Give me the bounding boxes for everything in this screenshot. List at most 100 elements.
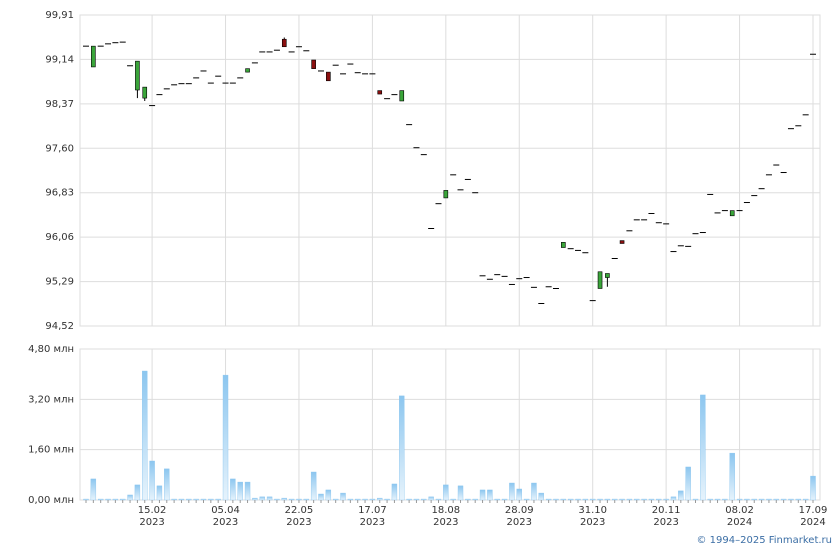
volume-bar bbox=[310, 471, 317, 501]
volume-bar bbox=[751, 498, 757, 501]
volume-bar bbox=[670, 496, 677, 501]
volume-bar bbox=[105, 498, 111, 501]
y-tick-label: 1,60 млн bbox=[28, 445, 74, 456]
volume-bar bbox=[604, 498, 611, 501]
volume-bar bbox=[457, 485, 464, 501]
volume-bar bbox=[634, 498, 640, 501]
volume-bar bbox=[663, 498, 669, 501]
volume-bar bbox=[340, 492, 346, 501]
volume-bar bbox=[722, 498, 728, 501]
volume-bar bbox=[252, 497, 258, 501]
volume-bar bbox=[795, 498, 802, 501]
candle-body bbox=[245, 68, 250, 73]
volume-bar bbox=[303, 498, 310, 501]
volume-bar bbox=[112, 498, 119, 501]
volume-bar bbox=[678, 490, 684, 501]
x-tick-label: 18.08 2023 bbox=[431, 505, 461, 528]
volume-bar bbox=[296, 498, 302, 501]
volume-bar bbox=[714, 498, 721, 501]
volume-bar bbox=[619, 498, 625, 501]
copyright: © 1994–2025 Finmarket.ru bbox=[696, 535, 832, 546]
x-tick-label: 28.09 2023 bbox=[504, 505, 534, 528]
volume-bar bbox=[773, 498, 779, 501]
candle-body bbox=[561, 242, 566, 248]
volume-bar bbox=[391, 483, 398, 501]
volume-bar bbox=[516, 488, 522, 501]
volume-bar bbox=[582, 498, 589, 501]
x-tick-label: 17.07 2023 bbox=[358, 505, 387, 528]
y-tick-label: 94,52 bbox=[45, 321, 74, 332]
volume-bar bbox=[597, 498, 603, 501]
volume-bar bbox=[656, 498, 662, 501]
volume-bar bbox=[758, 498, 765, 501]
volume-bar bbox=[142, 370, 148, 501]
volume-bar bbox=[545, 498, 552, 501]
volume-bar bbox=[259, 496, 265, 501]
y-tick-label: 96,06 bbox=[45, 232, 74, 243]
price-frame bbox=[79, 14, 821, 327]
volume-bar bbox=[97, 498, 104, 501]
y-tick-label: 0,00 млн bbox=[28, 495, 74, 506]
x-tick-label: 08.02 2024 bbox=[725, 505, 754, 528]
volume-bar bbox=[560, 498, 567, 501]
y-tick-label: 99,91 bbox=[45, 10, 74, 21]
volume-bar bbox=[575, 498, 581, 501]
volume-bar bbox=[435, 498, 442, 501]
candle-body bbox=[91, 45, 96, 68]
volume-bar bbox=[274, 498, 280, 501]
volume-bar bbox=[325, 489, 332, 501]
volume-bar bbox=[288, 498, 295, 501]
candle-body bbox=[326, 71, 331, 82]
volume-bar bbox=[318, 493, 324, 501]
volume-bar bbox=[369, 498, 376, 501]
volume-bar bbox=[171, 498, 177, 501]
candle-body bbox=[142, 86, 148, 99]
volume-bar bbox=[193, 498, 199, 501]
volume-bar bbox=[802, 498, 809, 501]
volume-bar bbox=[641, 498, 647, 501]
volume-bar bbox=[428, 496, 434, 501]
volume-bar bbox=[810, 475, 816, 501]
volume-bar bbox=[120, 498, 126, 501]
volume-bar bbox=[244, 481, 251, 501]
volume-bar bbox=[553, 498, 559, 501]
y-tick-label: 4,80 млн bbox=[28, 344, 74, 355]
volume-bar bbox=[479, 489, 486, 501]
volume-bar bbox=[729, 452, 735, 501]
volume-bar bbox=[377, 497, 383, 501]
volume-bar bbox=[589, 498, 596, 501]
volume-bar bbox=[766, 498, 772, 501]
volume-bar bbox=[465, 498, 471, 501]
candle-body bbox=[377, 90, 383, 95]
y-tick-label: 97,60 bbox=[45, 143, 74, 154]
volume-bar bbox=[443, 484, 449, 501]
volume-bar bbox=[281, 497, 287, 501]
volume-bar bbox=[127, 494, 133, 501]
candle-body bbox=[605, 273, 610, 278]
volume-bar bbox=[744, 498, 750, 501]
volume-bar bbox=[413, 498, 420, 501]
volume-bar bbox=[736, 498, 743, 501]
x-tick-label: 22.05 2023 bbox=[284, 505, 314, 528]
volume-bar bbox=[230, 478, 236, 501]
volume-bar bbox=[406, 498, 412, 501]
volume-bar bbox=[362, 498, 368, 501]
candle-body bbox=[619, 240, 625, 244]
volume-bar bbox=[531, 482, 537, 501]
volume-bar bbox=[538, 492, 544, 501]
volume-bar bbox=[648, 498, 655, 501]
y-tick-label: 96,83 bbox=[45, 188, 74, 199]
volume-bar bbox=[266, 496, 273, 501]
volume-bar bbox=[707, 498, 713, 501]
x-tick-label: 15.02 2023 bbox=[137, 505, 167, 528]
candle-body bbox=[399, 90, 405, 102]
volume-bar bbox=[780, 498, 787, 501]
x-tick-label: 31.10 2023 bbox=[578, 505, 607, 528]
volume-bar bbox=[90, 478, 97, 501]
y-tick-label: 98,37 bbox=[45, 99, 74, 110]
volume-bar bbox=[222, 374, 229, 501]
volume-bar bbox=[523, 498, 530, 501]
volume-bar bbox=[134, 484, 141, 501]
